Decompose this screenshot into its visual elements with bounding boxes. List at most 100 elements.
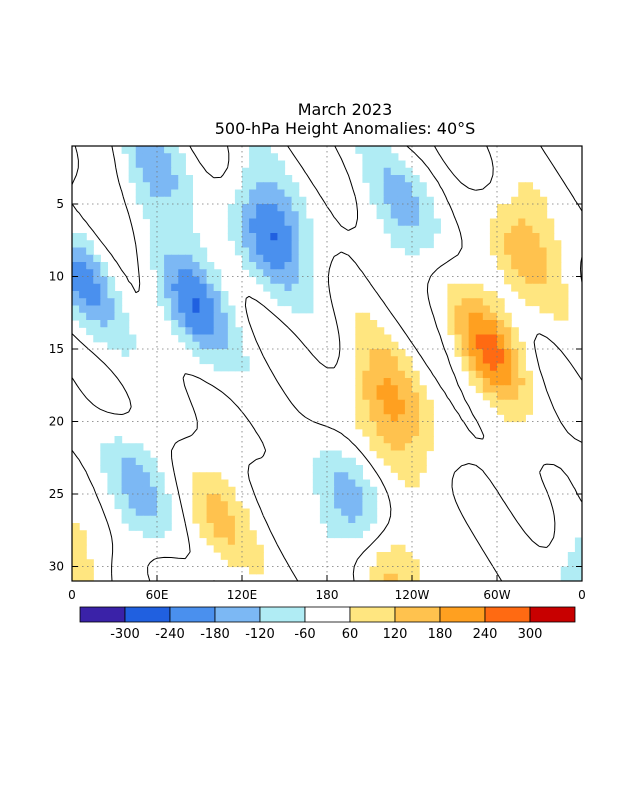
anomaly-cell (327, 530, 335, 539)
anomaly-cell (419, 211, 427, 220)
anomaly-cell (355, 501, 364, 510)
anomaly-cell (128, 160, 137, 169)
anomaly-cell (383, 225, 392, 234)
anomaly-cell (157, 182, 165, 191)
anomaly-cell (234, 559, 243, 568)
anomaly-cell (532, 240, 541, 249)
anomaly-cell (79, 544, 87, 553)
anomaly-cell (383, 559, 392, 568)
anomaly-cell (171, 247, 179, 256)
anomaly-cell (376, 414, 385, 423)
anomaly-cell (404, 370, 413, 379)
anomaly-cell (149, 182, 158, 191)
anomaly-cell (185, 305, 194, 314)
anomaly-cell (157, 175, 165, 183)
anomaly-cell (397, 407, 406, 415)
colorbar-swatch (79, 606, 126, 623)
anomaly-cell (560, 298, 569, 307)
anomaly-cell (412, 472, 420, 481)
anomaly-cell (206, 283, 215, 292)
anomaly-cell (518, 349, 526, 357)
anomaly-cell (419, 450, 427, 459)
anomaly-cell (390, 559, 399, 568)
colorbar-swatch (484, 606, 531, 623)
anomaly-cell (107, 457, 116, 466)
anomaly-cell (404, 385, 413, 394)
anomaly-cell (412, 211, 420, 220)
anomaly-cell (497, 327, 505, 336)
anomaly-cell (334, 501, 342, 510)
anomaly-cell (390, 356, 399, 365)
anomaly-cell (234, 544, 243, 553)
anomaly-cell (504, 204, 512, 212)
anomaly-cell (128, 523, 137, 531)
anomaly-cell (242, 175, 250, 183)
anomaly-cell (128, 515, 137, 524)
anomaly-cell (227, 486, 236, 495)
anomaly-cell (298, 204, 307, 212)
anomaly-cell (234, 327, 243, 336)
anomaly-cell (546, 247, 555, 256)
anomaly-cell (390, 544, 399, 553)
anomaly-cell (79, 312, 87, 321)
anomaly-cell (305, 262, 314, 270)
colorbar-label: 120 (383, 627, 408, 642)
anomaly-cell (369, 399, 378, 408)
anomaly-cell (128, 508, 137, 517)
anomaly-cell (79, 573, 87, 581)
anomaly-cell (107, 465, 116, 473)
anomaly-cell (142, 160, 151, 169)
anomaly-cell (256, 160, 264, 169)
anomaly-cell (369, 566, 378, 575)
anomaly-cell (79, 559, 87, 568)
anomaly-cell (404, 566, 413, 575)
anomaly-cell (206, 327, 215, 336)
anomaly-cell (390, 436, 399, 444)
anomaly-cell (86, 320, 94, 328)
anomaly-cell (369, 515, 378, 524)
anomaly-cell (305, 247, 314, 256)
anomaly-cell (369, 334, 378, 343)
anomaly-cell (539, 269, 548, 278)
anomaly-cell (149, 160, 158, 169)
anomaly-cell (525, 385, 534, 394)
anomaly-cell (142, 204, 151, 212)
anomaly-cell (249, 262, 257, 270)
anomaly-cell (107, 327, 116, 336)
anomaly-cell (142, 196, 151, 205)
anomaly-cell (511, 392, 519, 401)
anomaly-cell (220, 298, 229, 307)
anomaly-cell (284, 211, 293, 220)
anomaly-cell (312, 479, 321, 488)
anomaly-cell (213, 320, 222, 328)
anomaly-cell (185, 334, 194, 343)
anomaly-cell (539, 305, 548, 314)
anomaly-cell (234, 508, 243, 517)
anomaly-cell (157, 276, 165, 285)
anomaly-cell (164, 312, 172, 321)
anomaly-cell (532, 254, 541, 263)
anomaly-cell (390, 211, 399, 220)
anomaly-cell (355, 341, 364, 350)
anomaly-cell (199, 291, 208, 299)
anomaly-cell (362, 378, 371, 386)
anomaly-cell (206, 291, 215, 299)
anomaly-cell (497, 378, 505, 386)
anomaly-cell (135, 450, 144, 459)
anomaly-cell (397, 167, 406, 176)
anomaly-cell (404, 218, 413, 227)
anomaly-cell (128, 494, 137, 502)
anomaly-cell (355, 320, 364, 328)
anomaly-cell (390, 363, 399, 372)
colorbar-label: -60 (294, 627, 315, 642)
anomaly-cell (525, 204, 534, 212)
anomaly-cell (178, 327, 186, 336)
anomaly-cell (171, 291, 179, 299)
anomaly-cell (518, 291, 526, 299)
anomaly-cell (567, 573, 576, 581)
anomaly-cell (362, 479, 371, 488)
anomaly-cell (114, 472, 123, 481)
anomaly-cell (263, 276, 271, 285)
anomaly-cell (426, 233, 434, 241)
anomaly-cell (298, 305, 307, 314)
